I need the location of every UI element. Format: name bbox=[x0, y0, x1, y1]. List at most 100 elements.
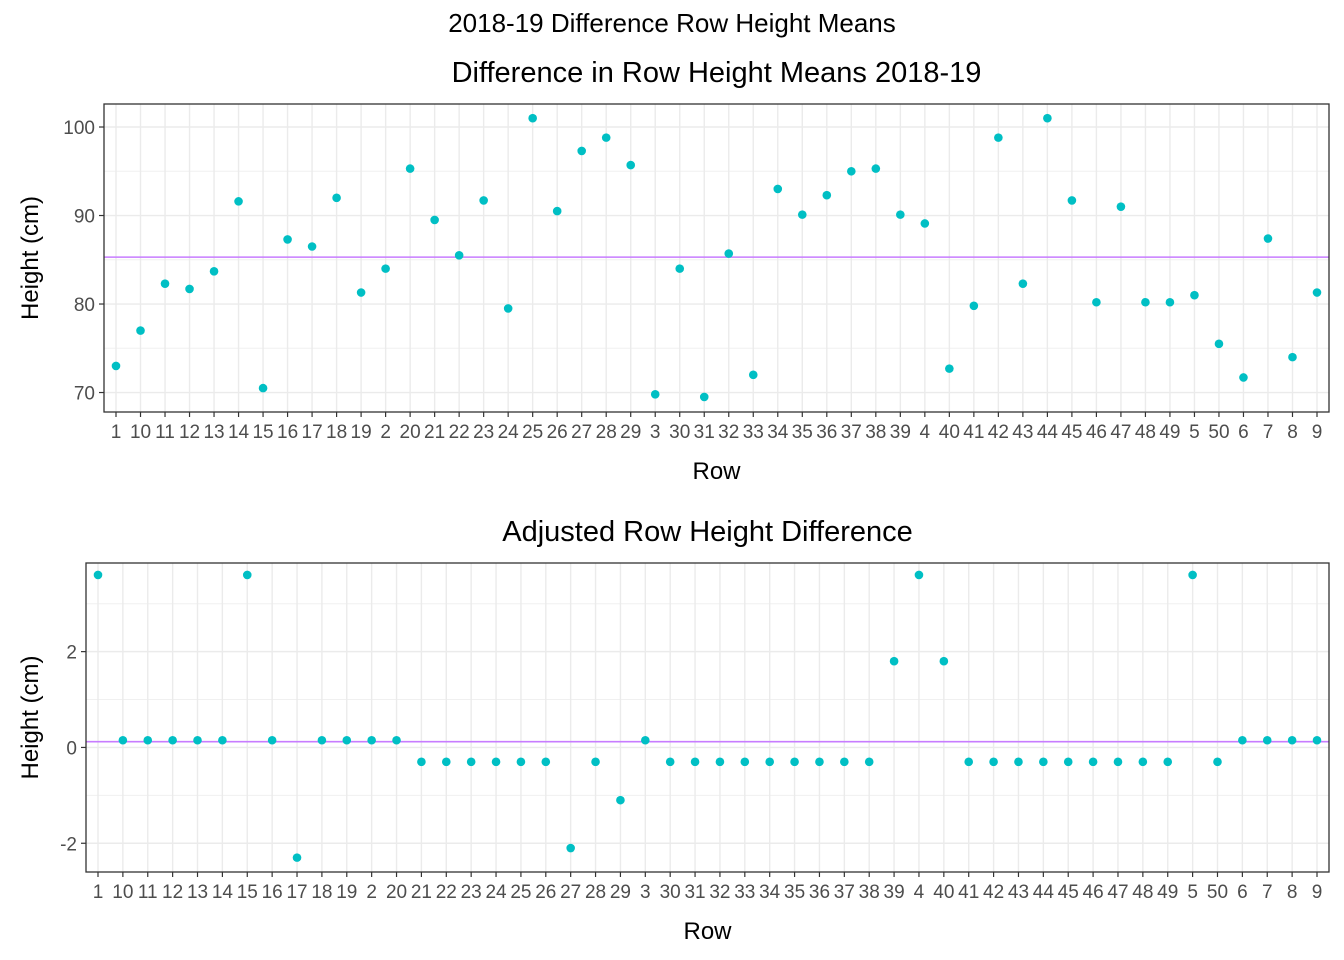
data-point bbox=[479, 196, 488, 205]
x-tick-label: 32 bbox=[718, 422, 739, 443]
data-point bbox=[815, 757, 824, 767]
x-tick-label: 10 bbox=[112, 882, 133, 903]
x-tick-label: 12 bbox=[179, 422, 200, 443]
x-tick-label: 43 bbox=[1008, 882, 1029, 903]
x-tick-label: 26 bbox=[535, 882, 556, 903]
x-tick-label: 48 bbox=[1132, 882, 1153, 903]
data-point bbox=[1214, 339, 1224, 349]
data-point bbox=[994, 133, 1003, 142]
data-point bbox=[1116, 202, 1126, 211]
data-point bbox=[773, 184, 783, 194]
data-point bbox=[577, 146, 586, 156]
data-point bbox=[342, 735, 352, 745]
data-point bbox=[675, 264, 685, 273]
panel-background bbox=[86, 563, 1329, 872]
x-tick-label: 5 bbox=[1187, 882, 1198, 903]
data-point bbox=[185, 284, 194, 294]
x-tick-label: 2 bbox=[366, 882, 377, 903]
x-tick-label: 46 bbox=[1083, 882, 1104, 903]
data-point bbox=[356, 288, 366, 297]
data-point bbox=[1239, 373, 1248, 382]
x-tick-label: 39 bbox=[890, 422, 911, 443]
data-point bbox=[332, 193, 341, 203]
x-tick-label: 18 bbox=[326, 422, 347, 443]
x-tick-label: 20 bbox=[400, 422, 421, 443]
x-tick-label: 15 bbox=[252, 422, 273, 443]
data-point bbox=[1287, 735, 1297, 745]
y-tick-label: 80 bbox=[74, 295, 95, 316]
x-tick-label: 35 bbox=[784, 882, 805, 903]
x-tick-label: 18 bbox=[311, 882, 332, 903]
data-point bbox=[969, 301, 979, 311]
x-tick-label: 49 bbox=[1157, 882, 1178, 903]
x-tick-label: 34 bbox=[767, 422, 789, 443]
data-point bbox=[1238, 735, 1247, 745]
x-tick-label: 11 bbox=[138, 882, 158, 903]
x-tick-label: 39 bbox=[884, 882, 905, 903]
data-point bbox=[1014, 757, 1023, 767]
data-point bbox=[724, 249, 734, 258]
data-point bbox=[765, 757, 774, 767]
data-point bbox=[111, 361, 121, 371]
x-tick-label: 2 bbox=[380, 422, 391, 443]
panel-background bbox=[104, 104, 1329, 412]
data-point bbox=[516, 757, 526, 767]
x-tick-label: 46 bbox=[1086, 422, 1107, 443]
data-point bbox=[381, 264, 390, 273]
data-point bbox=[1043, 113, 1052, 123]
x-tick-label: 9 bbox=[1312, 422, 1323, 443]
panel-border bbox=[85, 562, 1330, 873]
x-tick-label: 47 bbox=[1107, 882, 1128, 903]
data-point bbox=[307, 242, 317, 251]
x-tick-label: 17 bbox=[302, 422, 323, 443]
x-tick-label: 29 bbox=[620, 422, 641, 443]
data-point bbox=[690, 757, 700, 767]
data-point bbox=[797, 210, 807, 219]
data-point bbox=[136, 326, 145, 335]
data-point bbox=[1213, 757, 1222, 767]
data-point bbox=[552, 206, 562, 216]
x-tick-label: 44 bbox=[1033, 882, 1055, 903]
data-point bbox=[441, 757, 451, 767]
data-point bbox=[1138, 757, 1148, 767]
data-point bbox=[160, 279, 170, 288]
x-tick-label: 44 bbox=[1037, 422, 1059, 443]
data-point bbox=[209, 266, 219, 276]
x-tick-label: 27 bbox=[571, 422, 592, 443]
data-point bbox=[989, 757, 998, 767]
data-point bbox=[1262, 735, 1272, 745]
data-point bbox=[650, 389, 660, 399]
data-point bbox=[1165, 297, 1175, 307]
x-tick-label: 4 bbox=[914, 882, 925, 903]
data-point bbox=[840, 757, 849, 767]
data-point bbox=[1039, 757, 1048, 767]
y-tick-label: 0 bbox=[66, 738, 77, 759]
data-point bbox=[945, 364, 954, 373]
x-tick-label: 23 bbox=[461, 882, 482, 903]
data-point bbox=[616, 795, 625, 805]
data-point bbox=[454, 251, 464, 260]
x-tick-label: 47 bbox=[1110, 422, 1131, 443]
x-tick-label: 16 bbox=[262, 882, 283, 903]
x-tick-label: 3 bbox=[650, 422, 661, 443]
x-tick-label: 30 bbox=[660, 882, 681, 903]
data-point bbox=[920, 219, 930, 228]
data-point bbox=[847, 166, 856, 176]
data-point bbox=[528, 113, 537, 123]
y-tick-label: 2 bbox=[66, 643, 77, 664]
x-tick-label: 34 bbox=[759, 882, 781, 903]
data-point bbox=[790, 757, 799, 767]
x-tick-label: 28 bbox=[596, 422, 617, 443]
data-point bbox=[367, 735, 376, 745]
data-point bbox=[1141, 297, 1150, 307]
x-tick-label: 22 bbox=[436, 882, 457, 903]
x-tick-label: 31 bbox=[684, 882, 705, 903]
x-tick-label: 13 bbox=[187, 882, 208, 903]
data-point bbox=[896, 210, 905, 219]
x-tick-label: 19 bbox=[336, 882, 357, 903]
x-tick-label: 37 bbox=[834, 882, 855, 903]
x-tick-label: 33 bbox=[743, 422, 764, 443]
data-point bbox=[93, 570, 103, 580]
x-tick-label: 6 bbox=[1237, 882, 1248, 903]
